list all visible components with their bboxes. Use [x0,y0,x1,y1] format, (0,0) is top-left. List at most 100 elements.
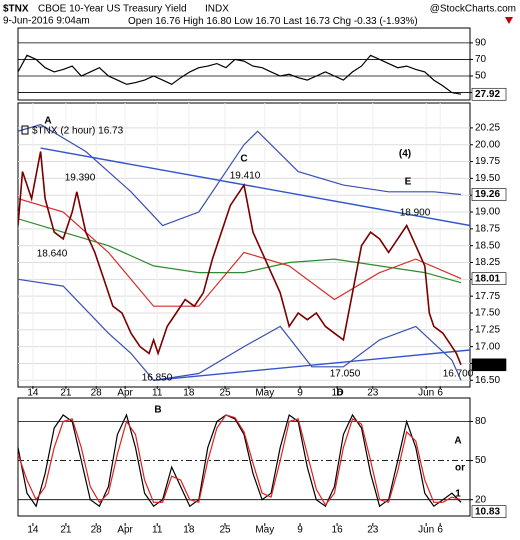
x-tick-label: 25 [219,388,231,399]
value-tag [471,188,507,201]
legend: $TNX (2 hour) 16.73 [32,126,124,137]
y-tick-label: 16.50 [475,375,500,386]
x-tick-label: 9 [297,388,303,399]
y-tick-label: 20.25 [475,123,500,134]
x-tick-label: 6 [437,388,443,399]
trend-line [153,349,470,381]
x-tick-label: 21 [60,388,72,399]
y-tick-label: 17.00 [475,341,500,352]
annotation: 16.700 [443,369,474,380]
x-tick-label: 11 [152,525,163,536]
y-tick-label: 50 [475,71,487,82]
date: 9-Jun-2016 9:04am [3,16,90,27]
series-line [18,198,462,307]
annotation: A [454,436,461,447]
annotation: (4) [399,149,411,160]
x-tick-label: 28 [91,388,103,399]
y-tick-label: 20 [475,494,487,505]
series-line [18,151,462,366]
quote-label: Low [234,16,253,27]
quote-label: Last [283,16,302,27]
annotation: A [44,116,51,127]
x-tick-label: Jun [418,388,434,399]
annotation: 17.050 [330,369,361,380]
value-tag [471,87,507,101]
quote-value: 16.80 [206,16,231,27]
series-line [18,278,462,381]
annotation: 1 [455,489,461,500]
quote-value: -0.33 (-1.93%) [354,16,418,27]
value-tag-label: 27.92 [475,89,500,100]
value-tag [471,358,507,372]
value-tag-label: 18.01 [475,273,500,284]
annotation: 18.640 [37,249,68,260]
x-tick-label: 28 [91,525,103,536]
y-tick-label: 19.50 [475,173,500,184]
x-tick-label: 23 [367,525,379,536]
x-tick-label: 18 [183,525,195,536]
y-tick-label: 19.00 [475,207,500,218]
y-tick-label: 18.50 [475,240,500,251]
quote-label: High [183,16,204,27]
symbol: $TNX [3,4,29,15]
series-group [18,54,462,95]
y-tick-label: 80 [475,416,487,427]
x-tick-label: Jun [418,525,434,536]
y-tick-label: 20.00 [475,139,500,150]
series-line [18,54,462,95]
y-tick-label: 18.75 [475,223,500,234]
quote-value: 16.73 [305,16,330,27]
x-tick-label: 9 [297,525,303,536]
x-tick-label: 14 [27,525,39,536]
annotation: B [154,405,161,416]
y-tick-label: 50 [475,455,487,466]
quote-value: 16.70 [255,16,280,27]
quote-label: Open [128,16,152,27]
panel [17,27,471,101]
x-tick-label: 14 [27,388,39,399]
annotation: 16.850 [142,373,173,384]
y-tick-label: 17.25 [475,324,500,335]
trend-line [40,147,470,227]
series-group [18,413,462,508]
x-tick-label: Apr [117,525,133,536]
exchange: INDX [205,4,229,15]
x-tick-label: Apr [117,388,133,399]
value-tag-label: 16.73 [475,359,500,370]
quote-value: 16.76 [155,16,180,27]
y-tick-label: 18.25 [475,257,500,268]
panel [17,397,471,517]
x-tick-label: May [255,525,274,536]
value-tag [471,505,507,518]
series-line [18,123,462,227]
panel [17,102,471,388]
value-tag [471,272,507,285]
annotation: 19.390 [65,173,96,184]
series-line [18,218,462,284]
series-line [18,414,462,506]
annotation: D [336,388,343,399]
quote-label: Chg [333,16,351,27]
copyright: @StockCharts.com [430,4,516,15]
series-group [18,123,470,381]
x-tick-label: 16 [332,388,344,399]
x-tick-label: 25 [219,525,231,536]
y-tick-label: 70 [475,54,487,65]
annotation: 19.410 [230,171,261,182]
y-tick-label: 17.75 [475,291,500,302]
value-tag-label: 19.26 [475,189,500,200]
x-tick-label: 6 [437,525,443,536]
annotation: 18.900 [400,208,431,219]
legend-swatch [21,125,29,135]
y-tick-label: 90 [475,38,487,49]
series-line [18,413,462,508]
security-name: CBOE 10-Year US Treasury Yield [38,4,187,15]
x-tick-label: 18 [183,388,195,399]
annotation: E [405,177,412,188]
value-tag-label: 10.83 [475,506,500,517]
down-arrow [505,17,513,24]
x-tick-label: 11 [152,388,163,399]
y-tick-label: 17.50 [475,308,500,319]
x-tick-label: 16 [332,525,344,536]
